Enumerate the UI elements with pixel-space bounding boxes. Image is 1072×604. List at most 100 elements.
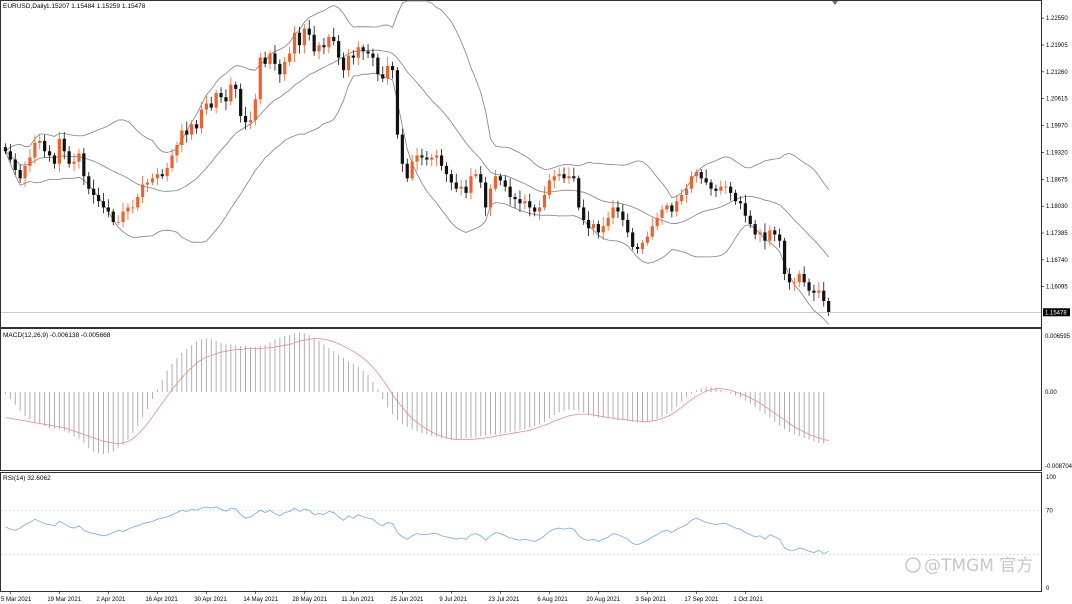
candle <box>82 148 86 186</box>
candle <box>822 281 826 307</box>
candle-body <box>38 140 42 143</box>
candle-body <box>253 99 257 121</box>
candle-body <box>655 217 659 227</box>
candle-body <box>332 36 336 42</box>
candle-body <box>719 186 723 191</box>
candle <box>52 152 57 169</box>
candle <box>464 179 468 199</box>
candle <box>204 95 208 115</box>
candle-body <box>165 167 169 177</box>
candle <box>729 181 733 201</box>
candle <box>92 179 96 204</box>
candle-body <box>420 155 424 158</box>
candle-body <box>209 103 213 108</box>
candle <box>3 143 8 154</box>
time-tick-label: 30 Apr 2021 <box>194 597 227 603</box>
candle <box>768 225 772 247</box>
candle-body <box>635 246 640 250</box>
candle <box>381 66 385 83</box>
price-tick-label: 1.19320 <box>1046 151 1068 157</box>
price-panel-frame <box>0 0 1042 328</box>
bollinger-lower-line <box>5 72 829 325</box>
candle-body <box>229 84 233 102</box>
candle-body <box>33 142 37 158</box>
candle-body <box>748 215 752 225</box>
candle <box>322 38 326 55</box>
candle-body <box>454 182 458 189</box>
candle-body <box>743 203 747 216</box>
candle-body <box>410 161 414 179</box>
candle <box>582 199 586 225</box>
candle <box>601 217 605 240</box>
candle <box>141 175 145 204</box>
candle-body <box>278 63 282 75</box>
candle <box>62 132 66 160</box>
time-tick-label: 23 Jul 2021 <box>488 597 520 603</box>
candle <box>606 211 610 231</box>
candle-body <box>341 57 346 71</box>
candle <box>547 174 551 200</box>
candle <box>386 56 390 85</box>
candle-body <box>469 176 473 193</box>
candle-body <box>567 176 571 179</box>
candle <box>165 162 169 182</box>
candle-body <box>43 140 47 152</box>
candle-body <box>273 53 277 64</box>
candle <box>131 199 135 214</box>
candle <box>337 34 341 65</box>
candle <box>724 180 728 194</box>
candle-body <box>121 211 125 222</box>
candle-body <box>449 174 453 183</box>
candle <box>596 220 600 239</box>
candle-body <box>430 157 434 160</box>
watermark-text: @TMGM 官方 <box>924 556 1033 576</box>
price-tick-label: 1.17385 <box>1046 231 1068 237</box>
candle-body <box>258 57 262 100</box>
candle-body <box>361 47 365 52</box>
candle <box>346 49 351 77</box>
candle <box>258 52 262 105</box>
candle <box>8 143 12 163</box>
price-tick-label: 1.22550 <box>1046 16 1068 22</box>
candle <box>562 167 566 183</box>
candle <box>827 297 831 316</box>
time-tick-label: 9 Jul 2021 <box>439 597 467 603</box>
candle-body <box>376 57 380 75</box>
current-price-box <box>1043 308 1070 317</box>
candle-body <box>572 176 576 179</box>
candle <box>537 200 542 221</box>
candle-body <box>131 207 135 209</box>
watermark-icon <box>905 557 921 573</box>
candle-body <box>351 55 355 58</box>
candle <box>214 90 218 114</box>
candle <box>400 128 404 173</box>
candle <box>155 167 159 186</box>
candle <box>719 180 723 195</box>
time-tick-label: 16 Apr 2021 <box>145 597 178 603</box>
time-axis: 5 Mar 2021 19 Mar 2021 2 Apr 2021 16 Apr 20… <box>1 591 763 603</box>
shift-marker-icon[interactable] <box>832 1 838 5</box>
candle <box>273 44 277 71</box>
candle-body <box>709 182 713 189</box>
candle-body <box>425 157 429 160</box>
candle <box>479 166 483 189</box>
time-tick-label: 6 Aug 2021 <box>537 597 568 603</box>
candle-body <box>239 88 243 116</box>
candle <box>626 213 630 238</box>
candle-body <box>292 32 297 54</box>
candle-body <box>680 194 684 202</box>
candle-body <box>763 232 767 241</box>
price-tick-label: 1.18675 <box>1046 177 1068 183</box>
rsi-label: RSI(14) 32.6062 <box>3 475 51 482</box>
candle-body <box>768 230 772 241</box>
candle-body <box>611 207 615 218</box>
candle-body <box>150 178 155 183</box>
candle-body <box>234 84 238 89</box>
candle-body <box>753 224 757 235</box>
candle <box>444 162 449 182</box>
candle <box>792 277 796 291</box>
macd-tick-label: 0.006595 <box>1045 334 1071 340</box>
candle <box>116 215 120 226</box>
candle <box>484 176 488 217</box>
candle <box>209 96 213 111</box>
